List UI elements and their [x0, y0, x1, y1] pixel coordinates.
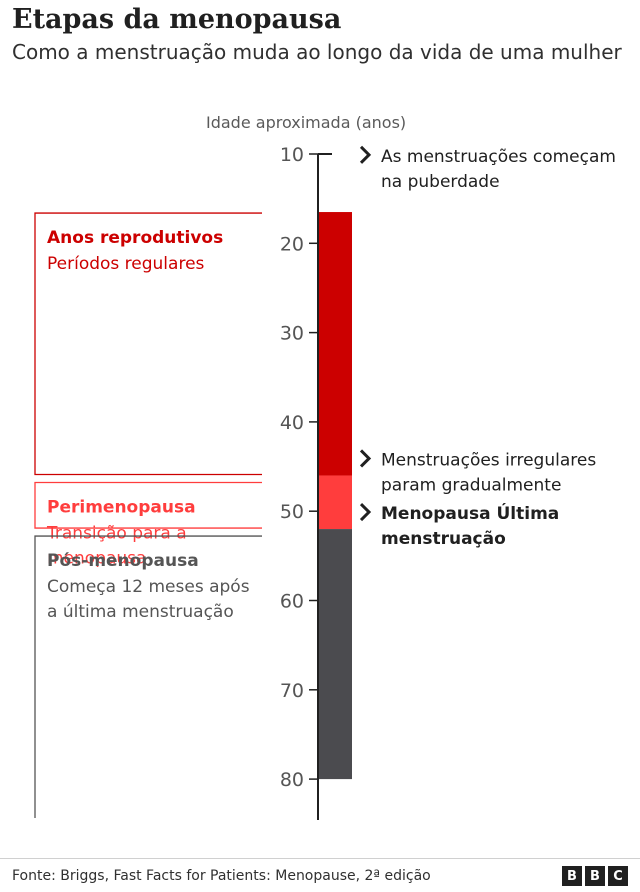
stage-title: Pós-menopausa [47, 551, 199, 571]
bbc-logo-letter: B [585, 866, 605, 886]
y-tick-label: 80 [280, 769, 304, 791]
annotation-text: param gradualmente [381, 475, 561, 495]
stage-description: Transição para a [46, 523, 187, 543]
annotation-arrow-icon [359, 145, 372, 164]
stage-description: Períodos regulares [47, 254, 205, 274]
y-tick-label: 20 [280, 233, 304, 255]
annotation-text: As menstruações começam [381, 147, 616, 167]
stage-description: a última menstruação [47, 602, 234, 622]
y-tick-label: 10 [280, 144, 304, 166]
bbc-logo-letter: B [562, 866, 582, 886]
source-note: Fonte: Briggs, Fast Facts for Patients: … [12, 868, 431, 884]
annotation-text: na puberdade [381, 172, 500, 192]
annotation-text: menstruação [381, 529, 506, 549]
stage-box [34, 212, 262, 476]
y-tick-label: 40 [280, 412, 304, 434]
stage-box [34, 481, 262, 529]
stage-description: Começa 12 meses após [47, 577, 250, 597]
annotation-text: Menstruações irregulares [381, 450, 596, 470]
bbc-logo: B B C [562, 866, 628, 886]
chart-title: Etapas da menopausa [12, 4, 342, 35]
stage-title: Anos reprodutivos [47, 228, 223, 248]
stage-description: menopausa [47, 548, 146, 568]
footer-divider [0, 858, 640, 859]
y-tick-label: 60 [280, 591, 304, 613]
chart-subtitle: Como a menstruação muda ao longo da vida… [12, 40, 622, 64]
y-tick-label: 30 [280, 323, 304, 345]
annotation-arrow-icon [359, 449, 372, 468]
annotation-arrow-icon [359, 502, 372, 522]
annotation-text: Menopausa Última [381, 502, 559, 524]
stage-title: Perimenopausa [47, 497, 196, 517]
bar-segment [319, 475, 352, 530]
bar-segment [319, 529, 352, 780]
y-axis-label: Idade aproximada (anos) [206, 113, 407, 132]
y-tick-label: 50 [280, 501, 304, 523]
y-tick-label: 70 [280, 680, 304, 702]
bbc-logo-letter: C [608, 866, 628, 886]
bar-segment [319, 212, 352, 476]
stage-box [34, 535, 262, 818]
